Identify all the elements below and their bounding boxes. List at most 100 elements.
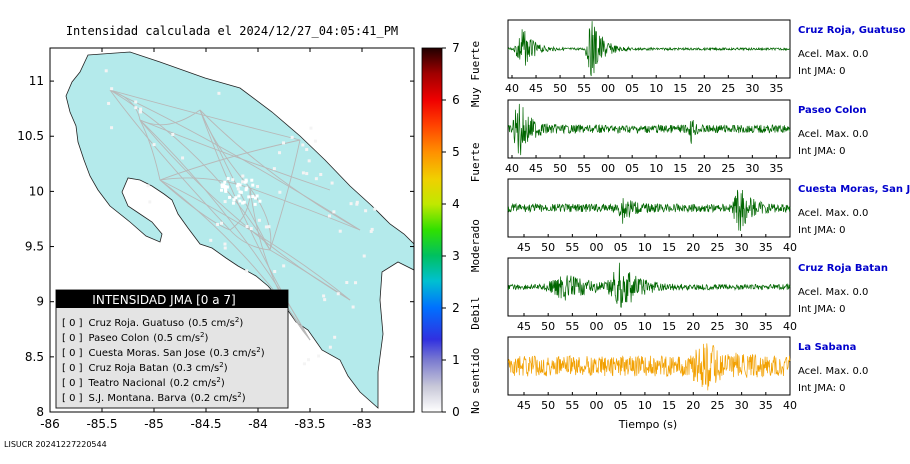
town-marker bbox=[253, 202, 257, 206]
legend-entry: [ 0 ] Paseo Colon (0.5 cm/s2) bbox=[62, 331, 209, 344]
seismogram-tick-label: 00 bbox=[590, 320, 604, 333]
legend-entry-name: Cruz Roja. Guatuso bbox=[89, 318, 185, 329]
colorbar-level-label: Moderado bbox=[469, 219, 482, 272]
seismogram-trace bbox=[507, 103, 791, 156]
road bbox=[159, 179, 231, 231]
town-marker bbox=[223, 180, 227, 184]
station-name: Cuesta Moras, San Jose bbox=[798, 184, 910, 195]
seismogram-tick-label: 55 bbox=[565, 399, 579, 412]
road bbox=[229, 229, 271, 251]
seismogram-tick-label: 55 bbox=[565, 320, 579, 333]
legend-entry-name: Teatro Nacional bbox=[88, 378, 166, 389]
seismogram-tick-label: 50 bbox=[541, 399, 555, 412]
colorbar-scale bbox=[421, 47, 443, 413]
colorbar-tick-label: 1 bbox=[452, 353, 460, 367]
seismogram-tick-label: 10 bbox=[638, 320, 652, 333]
legend-entry-name: Cruz Roja Batan bbox=[89, 363, 169, 374]
legend-entry: [ 0 ] Cruz Roja. Guatuso (0.5 cm/s2) bbox=[62, 316, 243, 329]
station-jma-intensity: Int JMA: 0 bbox=[798, 146, 846, 157]
station-max-accel: Acel. Max. 0.0 bbox=[798, 366, 868, 377]
road bbox=[199, 109, 361, 231]
town-marker bbox=[139, 107, 143, 111]
seismogram-tick-label: 35 bbox=[759, 241, 773, 254]
road bbox=[249, 187, 311, 341]
seismogram-panel: 45 50 55 00 05 10 15 20 25 30 35 40 Cuesta Moras, Sa… bbox=[507, 178, 910, 254]
seismogram-tick-label: 40 bbox=[783, 241, 797, 254]
station-max-accel: Acel. Max. 0.0 bbox=[798, 287, 868, 298]
town-marker bbox=[226, 177, 230, 181]
legend-entry-sup: 2 bbox=[200, 331, 204, 339]
town-marker bbox=[244, 178, 248, 182]
road bbox=[109, 89, 271, 251]
town-marker bbox=[241, 174, 245, 178]
legend-entry-acc: (0.3 cm/s bbox=[172, 363, 219, 374]
seismogram-tick-label: 00 bbox=[590, 399, 604, 412]
legend-entry-name: S.J. Montana. Barva bbox=[89, 393, 187, 404]
seismogram-tick-label: 55 bbox=[577, 162, 591, 175]
map-x-tick-label: -84 bbox=[248, 417, 268, 431]
town-marker bbox=[264, 225, 268, 229]
seismogram-tick-label: 30 bbox=[735, 399, 749, 412]
seismogram-tick-label: 50 bbox=[553, 162, 567, 175]
town-marker bbox=[290, 135, 294, 139]
town-marker bbox=[247, 195, 251, 199]
town-marker bbox=[209, 238, 213, 242]
colorbar-tick-label: 3 bbox=[452, 249, 460, 263]
road bbox=[269, 139, 301, 251]
legend-entry-close: ) bbox=[242, 393, 246, 404]
town-marker bbox=[328, 214, 332, 218]
seismogram-tick-label: 25 bbox=[710, 320, 724, 333]
town-marker bbox=[314, 177, 318, 181]
town-marker bbox=[245, 269, 249, 273]
station-name: Paseo Colon bbox=[798, 105, 867, 116]
town-marker bbox=[322, 294, 326, 298]
seismogram-tick-label: 35 bbox=[769, 82, 783, 95]
colorbar-labels: Muy Fuerte Fuerte Moderado Debil No sentido bbox=[469, 41, 482, 414]
town-marker bbox=[301, 143, 305, 147]
seismogram-tick-label: 10 bbox=[649, 162, 663, 175]
map-title: Intensidad calculada el 2024/12/27_04:05… bbox=[66, 24, 398, 38]
town-marker bbox=[148, 200, 152, 204]
legend-entries: [ 0 ] Cruz Roja. Guatuso (0.5 cm/s2) [ 0 ] P… bbox=[62, 316, 265, 404]
station-jma-intensity: Int JMA: 0 bbox=[798, 66, 846, 77]
town-marker bbox=[245, 186, 249, 190]
legend-entry-sup: 2 bbox=[256, 346, 260, 354]
legend-entry-sup: 2 bbox=[219, 361, 223, 369]
legend-header bbox=[56, 290, 288, 308]
intensity-legend: INTENSIDAD JMA [0 a 7] [ 0 ] Cruz Roja. G… bbox=[55, 289, 289, 409]
town-marker bbox=[255, 194, 259, 198]
town-marker bbox=[241, 201, 245, 205]
town-marker bbox=[278, 190, 282, 194]
legend-entry-sup: 2 bbox=[235, 316, 239, 324]
town-marker bbox=[134, 106, 138, 110]
road bbox=[139, 119, 331, 191]
town-marker bbox=[223, 200, 227, 204]
seismogram-tick-label: 00 bbox=[590, 241, 604, 254]
map-x-axis: -86 -85.5 -85 -84.5 -84 -83.5 -83 bbox=[40, 48, 372, 431]
town-marker bbox=[301, 171, 305, 175]
seismogram-tick-label: 05 bbox=[614, 399, 628, 412]
seismogram-tick-label: 50 bbox=[541, 241, 555, 254]
colorbar-tick-label: 7 bbox=[452, 41, 460, 55]
seismogram-trace bbox=[507, 343, 791, 391]
town-marker bbox=[231, 201, 235, 205]
seismogram-tick-label: 20 bbox=[686, 320, 700, 333]
town-marker bbox=[171, 132, 175, 136]
colorbar-tick-label: 4 bbox=[452, 197, 460, 211]
town-marker bbox=[258, 199, 262, 203]
town-marker bbox=[309, 126, 313, 130]
seismogram-panel: 45 50 55 00 05 10 15 20 25 30 35 40 La Sabana Acel. M… bbox=[507, 336, 868, 412]
town-marker bbox=[220, 221, 224, 225]
town-marker bbox=[370, 227, 374, 231]
legend-entry: [ 0 ] Teatro Nacional (0.2 cm/s2) bbox=[62, 376, 225, 389]
town-marker bbox=[332, 210, 336, 214]
seismogram-tick-label: 40 bbox=[783, 399, 797, 412]
road bbox=[159, 139, 301, 181]
legend-title: INTENSIDAD JMA [0 a 7] bbox=[92, 293, 235, 307]
town-marker bbox=[220, 183, 224, 187]
footer-id: LISUCR 20241227220544 bbox=[4, 440, 107, 449]
legend-box bbox=[55, 289, 289, 409]
colorbar-level-label: No sentido bbox=[469, 348, 482, 414]
seismogram-tick-label: 05 bbox=[614, 241, 628, 254]
seismogram-tick-label: 30 bbox=[745, 82, 759, 95]
